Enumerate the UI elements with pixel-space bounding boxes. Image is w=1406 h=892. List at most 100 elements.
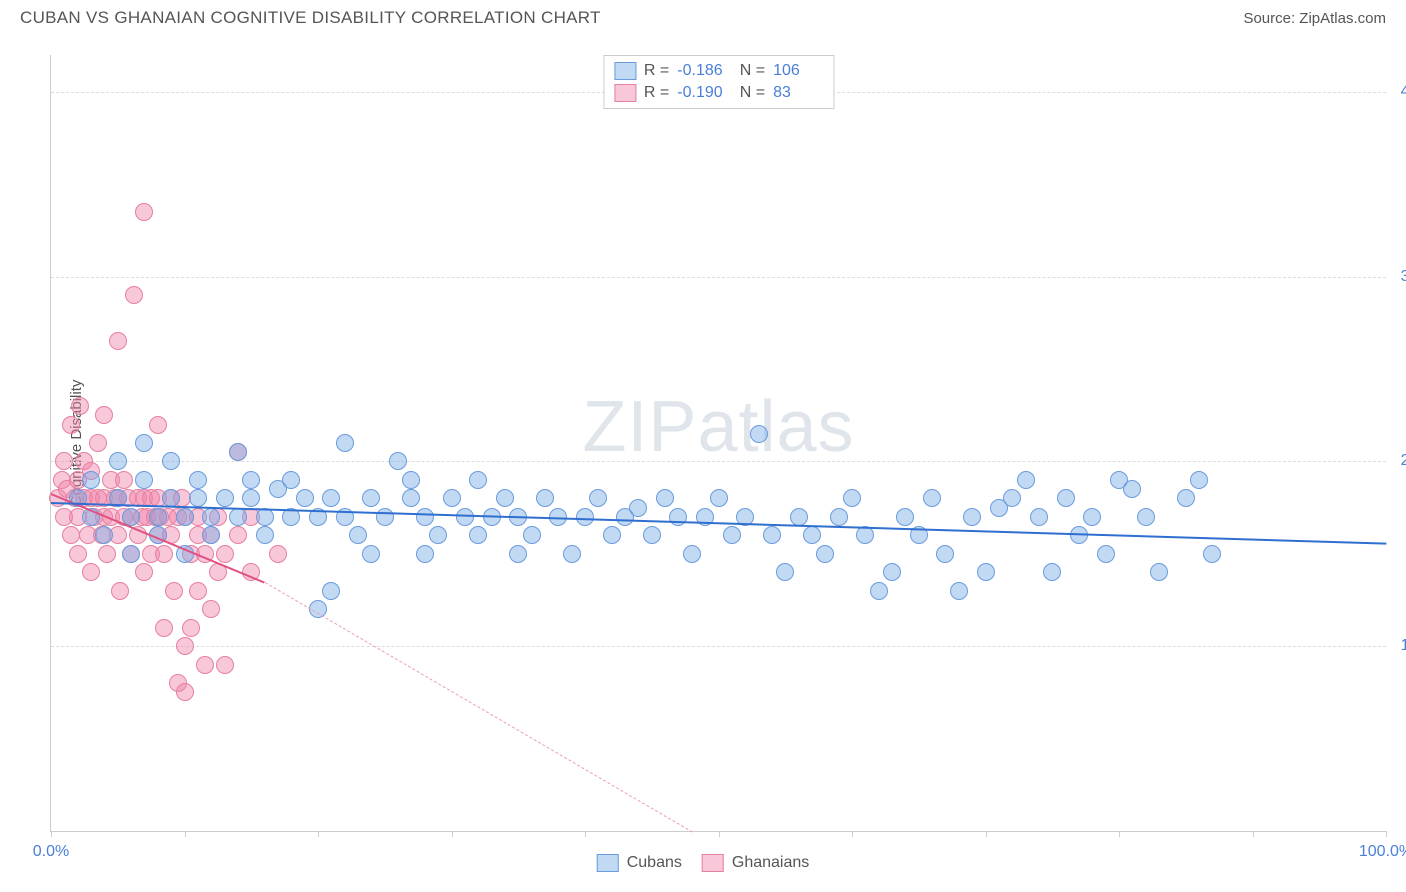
data-point-cubans: [1150, 563, 1168, 581]
data-point-cubans: [1190, 471, 1208, 489]
legend-label-cubans: Cubans: [627, 854, 682, 872]
data-point-cubans: [883, 563, 901, 581]
n-value-cubans: 106: [773, 62, 823, 80]
data-point-ghanaians: [135, 203, 153, 221]
y-tick-label: 10.0%: [1401, 637, 1406, 655]
data-point-cubans: [1017, 471, 1035, 489]
data-point-cubans: [896, 508, 914, 526]
data-point-cubans: [643, 526, 661, 544]
data-point-cubans: [870, 582, 888, 600]
data-point-cubans: [723, 526, 741, 544]
x-tick: [318, 831, 319, 837]
data-point-ghanaians: [155, 619, 173, 637]
data-point-cubans: [389, 452, 407, 470]
data-point-ghanaians: [115, 471, 133, 489]
data-point-cubans: [1177, 489, 1195, 507]
data-point-cubans: [256, 526, 274, 544]
data-point-cubans: [216, 489, 234, 507]
data-point-cubans: [509, 545, 527, 563]
data-point-cubans: [95, 526, 113, 544]
data-point-cubans: [576, 508, 594, 526]
r-value-ghanaians: -0.190: [677, 84, 727, 102]
data-point-cubans: [362, 545, 380, 563]
data-point-cubans: [589, 489, 607, 507]
data-point-cubans: [362, 489, 380, 507]
data-point-cubans: [443, 489, 461, 507]
swatch-ghanaians-icon: [614, 84, 636, 102]
data-point-ghanaians: [95, 406, 113, 424]
scatter-chart: ZIPatlas Cognitive Disability R = -0.186…: [50, 55, 1386, 832]
legend-stats-row-cubans: R = -0.186 N = 106: [614, 60, 823, 82]
data-point-ghanaians: [196, 656, 214, 674]
data-point-ghanaians: [55, 452, 73, 470]
data-point-ghanaians: [71, 397, 89, 415]
data-point-ghanaians: [229, 526, 247, 544]
r-label: R =: [644, 62, 669, 80]
x-tick: [1253, 831, 1254, 837]
data-point-cubans: [856, 526, 874, 544]
data-point-cubans: [790, 508, 808, 526]
grid-line: [51, 461, 1386, 462]
data-point-cubans: [1123, 480, 1141, 498]
data-point-ghanaians: [165, 582, 183, 600]
data-point-cubans: [189, 489, 207, 507]
data-point-cubans: [1043, 563, 1061, 581]
x-tick-label: 100.0%: [1359, 843, 1406, 861]
data-point-ghanaians: [216, 545, 234, 563]
data-point-cubans: [1137, 508, 1155, 526]
data-point-ghanaians: [69, 545, 87, 563]
data-point-cubans: [176, 508, 194, 526]
data-point-cubans: [416, 545, 434, 563]
data-point-cubans: [710, 489, 728, 507]
data-point-ghanaians: [269, 545, 287, 563]
data-point-cubans: [162, 452, 180, 470]
data-point-ghanaians: [111, 582, 129, 600]
data-point-ghanaians: [62, 416, 80, 434]
x-tick: [852, 831, 853, 837]
x-tick: [1119, 831, 1120, 837]
legend-label-ghanaians: Ghanaians: [732, 854, 809, 872]
data-point-cubans: [763, 526, 781, 544]
r-value-cubans: -0.186: [677, 62, 727, 80]
x-tick: [986, 831, 987, 837]
data-point-cubans: [402, 471, 420, 489]
data-point-ghanaians: [82, 563, 100, 581]
data-point-ghanaians: [182, 619, 200, 637]
data-point-cubans: [603, 526, 621, 544]
chart-source: Source: ZipAtlas.com: [1243, 10, 1386, 27]
data-point-cubans: [563, 545, 581, 563]
data-point-cubans: [963, 508, 981, 526]
y-tick-label: 30.0%: [1401, 268, 1406, 286]
x-tick: [1386, 831, 1387, 837]
n-label: N =: [735, 84, 765, 102]
y-tick-label: 40.0%: [1401, 83, 1406, 101]
chart-title: CUBAN VS GHANAIAN COGNITIVE DISABILITY C…: [20, 8, 601, 28]
data-point-cubans: [242, 489, 260, 507]
x-tick: [185, 831, 186, 837]
legend-item-cubans: Cubans: [597, 854, 682, 872]
data-point-cubans: [202, 508, 220, 526]
data-point-cubans: [149, 508, 167, 526]
data-point-cubans: [936, 545, 954, 563]
data-point-cubans: [135, 471, 153, 489]
y-tick-label: 20.0%: [1401, 452, 1406, 470]
chart-header: CUBAN VS GHANAIAN COGNITIVE DISABILITY C…: [0, 0, 1406, 32]
data-point-cubans: [135, 434, 153, 452]
legend-stats-row-ghanaians: R = -0.190 N = 83: [614, 82, 823, 104]
legend-item-ghanaians: Ghanaians: [702, 854, 809, 872]
data-point-ghanaians: [176, 683, 194, 701]
r-label: R =: [644, 84, 669, 102]
data-point-cubans: [189, 471, 207, 489]
data-point-cubans: [1057, 489, 1075, 507]
data-point-cubans: [1030, 508, 1048, 526]
data-point-cubans: [1203, 545, 1221, 563]
data-point-cubans: [683, 545, 701, 563]
data-point-cubans: [122, 545, 140, 563]
data-point-cubans: [416, 508, 434, 526]
swatch-cubans-icon: [597, 854, 619, 872]
n-value-ghanaians: 83: [773, 84, 823, 102]
data-point-cubans: [322, 489, 340, 507]
data-point-ghanaians: [202, 600, 220, 618]
data-point-cubans: [242, 471, 260, 489]
data-point-cubans: [496, 489, 514, 507]
